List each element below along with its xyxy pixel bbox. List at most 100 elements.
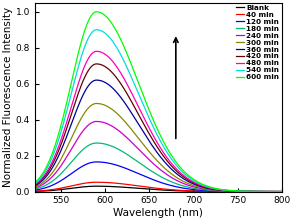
420 min — [119, 83, 123, 85]
Blank — [119, 186, 123, 188]
360 min — [95, 79, 98, 81]
Line: 120 min: 120 min — [35, 162, 290, 192]
600 min — [129, 62, 132, 64]
540 min — [119, 54, 123, 57]
480 min — [105, 54, 108, 57]
120 min — [122, 166, 125, 169]
180 min — [105, 143, 108, 146]
Blank — [105, 185, 108, 188]
40 min — [274, 190, 277, 193]
40 min — [105, 181, 108, 184]
600 min — [105, 15, 108, 18]
600 min — [289, 190, 292, 193]
Line: 300 min: 300 min — [35, 103, 290, 192]
240 min — [213, 189, 216, 192]
120 min — [213, 190, 216, 192]
300 min — [274, 190, 277, 193]
420 min — [33, 184, 37, 187]
480 min — [274, 190, 277, 193]
240 min — [274, 190, 277, 193]
300 min — [289, 190, 292, 193]
480 min — [33, 183, 37, 186]
120 min — [105, 161, 108, 164]
40 min — [122, 183, 125, 185]
480 min — [119, 72, 123, 75]
480 min — [122, 76, 125, 79]
Blank — [274, 190, 277, 193]
420 min — [95, 63, 98, 65]
480 min — [289, 190, 292, 193]
360 min — [129, 110, 132, 113]
180 min — [33, 188, 37, 191]
Line: 360 min: 360 min — [35, 80, 290, 192]
300 min — [213, 189, 216, 191]
Y-axis label: Normalized Fluorescence Intensity: Normalized Fluorescence Intensity — [3, 7, 13, 187]
480 min — [129, 90, 132, 93]
120 min — [95, 161, 98, 163]
240 min — [122, 133, 125, 136]
Blank — [289, 190, 292, 193]
300 min — [129, 127, 132, 130]
420 min — [122, 86, 125, 89]
420 min — [274, 190, 277, 193]
Blank — [95, 185, 98, 187]
180 min — [95, 142, 98, 144]
Blank — [129, 186, 132, 189]
420 min — [289, 190, 292, 193]
180 min — [274, 190, 277, 193]
360 min — [213, 188, 216, 191]
360 min — [33, 185, 37, 187]
540 min — [213, 187, 216, 190]
Line: 480 min: 480 min — [35, 51, 290, 192]
540 min — [33, 182, 37, 185]
Line: 420 min: 420 min — [35, 64, 290, 192]
300 min — [105, 105, 108, 107]
Line: 40 min: 40 min — [35, 182, 290, 192]
40 min — [95, 181, 98, 184]
X-axis label: Wavelength (nm): Wavelength (nm) — [113, 208, 203, 218]
120 min — [274, 190, 277, 193]
360 min — [274, 190, 277, 193]
Line: Blank: Blank — [35, 186, 290, 192]
540 min — [274, 190, 277, 193]
360 min — [289, 190, 292, 193]
Line: 540 min: 540 min — [35, 30, 290, 192]
180 min — [129, 156, 132, 158]
540 min — [105, 33, 108, 36]
180 min — [213, 189, 216, 192]
180 min — [122, 151, 125, 153]
300 min — [33, 186, 37, 189]
240 min — [289, 190, 292, 193]
600 min — [95, 10, 98, 13]
600 min — [122, 44, 125, 46]
540 min — [95, 29, 98, 31]
Legend: Blank, 40 min, 120 min, 180 min, 240 min, 300 min, 360 min, 420 min, 480 min, 54: Blank, 40 min, 120 min, 180 min, 240 min… — [235, 4, 280, 81]
360 min — [105, 82, 108, 85]
Line: 240 min: 240 min — [35, 122, 290, 192]
40 min — [33, 190, 37, 192]
540 min — [129, 74, 132, 77]
Line: 600 min: 600 min — [35, 12, 290, 192]
240 min — [129, 140, 132, 143]
120 min — [289, 190, 292, 193]
120 min — [33, 189, 37, 191]
Line: 180 min: 180 min — [35, 143, 290, 192]
40 min — [119, 182, 123, 185]
40 min — [289, 190, 292, 193]
120 min — [129, 169, 132, 172]
360 min — [122, 99, 125, 102]
240 min — [105, 122, 108, 125]
40 min — [129, 184, 132, 186]
540 min — [122, 59, 125, 61]
40 min — [213, 190, 216, 193]
Blank — [213, 190, 216, 193]
300 min — [119, 116, 123, 119]
420 min — [213, 188, 216, 191]
540 min — [289, 190, 292, 193]
Blank — [33, 190, 37, 193]
240 min — [33, 187, 37, 189]
300 min — [122, 118, 125, 121]
420 min — [129, 99, 132, 102]
480 min — [95, 50, 98, 53]
180 min — [119, 149, 123, 152]
